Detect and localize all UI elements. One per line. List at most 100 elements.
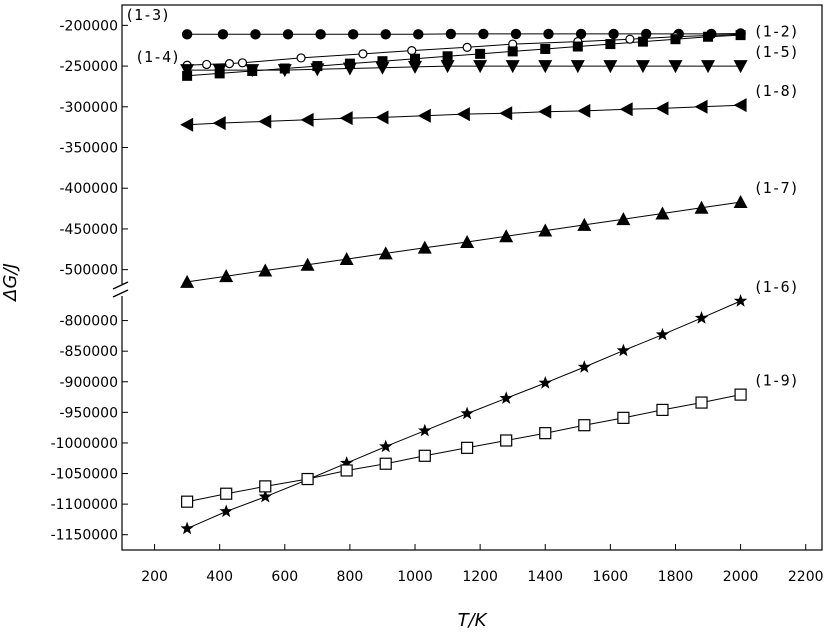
- x-tick-label: 600: [271, 569, 298, 585]
- data-point-marker: [577, 103, 591, 118]
- data-point-marker: [505, 60, 520, 74]
- data-point-marker: [219, 269, 234, 283]
- x-tick-label: 200: [141, 569, 168, 585]
- data-point-marker: [219, 504, 233, 518]
- data-point-marker: [460, 234, 475, 248]
- data-point-marker: [237, 58, 248, 68]
- data-point-marker: [617, 411, 630, 424]
- data-point-marker: [379, 439, 393, 453]
- y-tick-label: -1000000: [51, 436, 118, 452]
- series-line: [187, 65, 741, 71]
- data-point-marker: [340, 456, 354, 469]
- data-point-marker: [538, 223, 553, 237]
- data-point-marker: [575, 28, 587, 40]
- data-point-marker: [282, 29, 294, 40]
- x-tick-label: 400: [206, 569, 233, 585]
- data-point-marker: [538, 104, 552, 119]
- data-point-marker: [378, 246, 393, 260]
- data-point-marker: [442, 51, 453, 62]
- x-tick-label: 1600: [593, 569, 629, 585]
- data-point-marker: [619, 102, 633, 117]
- data-point-marker: [315, 29, 326, 40]
- data-point-marker: [694, 200, 709, 214]
- data-point-marker: [478, 28, 489, 40]
- data-point-marker: [250, 29, 261, 40]
- data-point-marker: [733, 195, 748, 209]
- data-point-marker: [300, 112, 314, 127]
- data-point-marker: [380, 29, 391, 40]
- data-point-marker: [735, 30, 746, 41]
- series-markers-group: [180, 195, 748, 288]
- data-point-marker: [499, 106, 513, 121]
- data-point-marker: [499, 229, 514, 243]
- data-point-marker: [181, 29, 193, 40]
- data-point-marker: [656, 403, 669, 417]
- x-tick-label: 1800: [658, 569, 694, 585]
- data-point-marker: [507, 46, 518, 57]
- data-point-marker: [695, 396, 708, 409]
- series-markers-group: [182, 29, 746, 70]
- series-label: (1-5): [754, 43, 799, 61]
- y-tick-label: -500000: [60, 263, 119, 279]
- data-point-marker: [578, 419, 591, 432]
- x-tick-label: 2000: [723, 569, 759, 585]
- data-point-marker: [300, 257, 315, 271]
- x-axis-ticks: 200 400 600 800 1000 1200 1400 1600 1800 2000 2200: [141, 544, 824, 585]
- data-point-marker: [605, 39, 616, 50]
- data-point-marker: [342, 62, 357, 76]
- y-tick-label: -850000: [60, 344, 119, 360]
- y-tick-label: -300000: [60, 100, 119, 116]
- data-point-marker: [417, 240, 432, 254]
- data-point-marker: [445, 28, 457, 40]
- data-point-marker: [499, 391, 513, 404]
- data-point-marker: [212, 64, 227, 78]
- data-point-marker: [460, 406, 474, 420]
- data-point-marker: [670, 34, 681, 45]
- y-tick-label: -350000: [60, 141, 119, 157]
- plot-frame: [121, 4, 823, 551]
- data-point-marker: [577, 217, 592, 231]
- data-point-marker: [734, 388, 747, 401]
- y-axis-title: ΔG/J: [0, 263, 21, 303]
- data-point-marker: [375, 61, 390, 75]
- data-point-marker: [640, 28, 652, 40]
- series-label: (1-9): [754, 372, 799, 390]
- axis-break-slash: [112, 289, 129, 298]
- data-point-marker: [440, 60, 455, 74]
- y-tick-label: -900000: [60, 375, 119, 391]
- data-point-marker: [410, 53, 421, 64]
- data-point-marker: [703, 31, 714, 42]
- data-point-marker: [733, 294, 748, 307]
- series-label: (1-8): [754, 82, 799, 100]
- data-point-marker: [258, 263, 273, 277]
- data-point-marker: [340, 464, 353, 477]
- data-point-marker: [655, 206, 670, 220]
- data-point-marker: [733, 60, 748, 74]
- x-tick-label: 1000: [397, 569, 433, 585]
- x-axis-title: T/K: [458, 610, 488, 631]
- data-point-marker: [538, 376, 552, 389]
- data-point-marker: [418, 423, 432, 437]
- data-point-marker: [379, 457, 392, 470]
- data-point-marker: [473, 60, 488, 74]
- data-point-marker: [668, 60, 683, 74]
- series-label: (1-6): [754, 278, 799, 296]
- data-point-marker: [258, 489, 272, 503]
- x-tick-label: 2200: [788, 569, 824, 585]
- data-point-marker: [625, 34, 635, 44]
- data-point-marker: [694, 311, 709, 324]
- data-point-marker: [217, 29, 229, 40]
- data-point-marker: [461, 441, 474, 454]
- x-tick-label: 800: [337, 569, 364, 585]
- data-point-marker: [539, 427, 552, 440]
- data-point-marker: [655, 101, 669, 116]
- series-labels: (1-3) (1-2) (1-4) (1-5) (1-8) (1-7) (1-6) (1-9): [125, 6, 799, 390]
- series-line: [187, 33, 741, 35]
- data-point-marker: [413, 29, 424, 40]
- data-point-marker: [220, 487, 233, 500]
- data-point-marker: [212, 116, 226, 131]
- axis-break-slash: [112, 281, 129, 290]
- axis-break-mark: [112, 281, 129, 298]
